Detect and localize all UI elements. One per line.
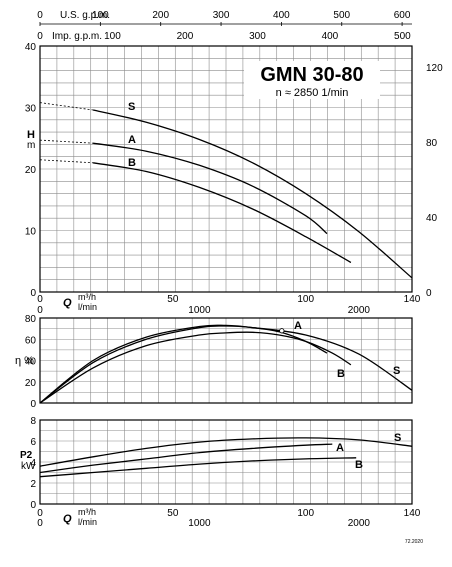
head-ft-tick: 0	[426, 288, 432, 299]
footer-code: 72.2020	[405, 539, 423, 545]
head-lmin-tick: 0	[37, 305, 43, 316]
chart-title: GMN 30-80	[260, 64, 363, 86]
usgpm-tick: 400	[273, 10, 290, 21]
head-ft-tick: 80	[426, 138, 438, 149]
power-curve-b	[39, 457, 357, 478]
m3h-label-head: m³/h	[78, 292, 96, 302]
speed-label: n ≈ 2850 1/min	[276, 87, 349, 99]
head-curve-a	[93, 142, 328, 235]
lmin-label-head: l/min	[78, 302, 97, 312]
power-y-tick: 0	[30, 500, 36, 511]
power-lmin-tick: 1000	[188, 518, 211, 529]
head-curve-s	[92, 109, 413, 279]
usgpm-tick: 200	[152, 10, 169, 21]
efficiency-series-label-a: A	[294, 320, 302, 332]
head-y-tick: 30	[25, 104, 37, 115]
head-x-tick: 0	[37, 294, 43, 305]
head-y-tick: 20	[25, 165, 37, 176]
efficiency-y-tick: 80	[25, 314, 37, 325]
power-lmin-tick: 0	[37, 518, 43, 529]
efficiency-frame	[39, 317, 413, 404]
power-y-tick: 8	[30, 416, 36, 427]
head-curve-s-extrapolation	[39, 102, 94, 111]
usgpm-tick: 600	[394, 10, 411, 21]
power-x-tick: 50	[167, 508, 179, 519]
efficiency-series-label-b: B	[337, 368, 345, 380]
power-x-tick: 140	[404, 508, 421, 519]
power-y-tick: 6	[30, 437, 36, 448]
power-x-tick: 0	[37, 508, 43, 519]
usgpm-label: U.S. g.p.m.	[60, 10, 110, 21]
q-label-power: Q	[63, 513, 72, 525]
impgpm-tick: 200	[177, 31, 194, 42]
head-y-tick: 0	[30, 288, 36, 299]
head-ft-tick: 120	[426, 63, 443, 74]
usgpm-tick: 500	[333, 10, 350, 21]
head-series-label-s: S	[128, 101, 135, 113]
head-series-label-a: A	[128, 134, 136, 146]
efficiency-y-tick: 40	[25, 357, 37, 368]
power-y-tick: 2	[30, 479, 36, 490]
power-series-label-b: B	[355, 459, 363, 471]
impgpm-tick: 300	[249, 31, 266, 42]
head-unit-H: H	[27, 129, 35, 141]
head-x-tick: 140	[404, 294, 421, 305]
power-curve-a	[39, 443, 333, 474]
efficiency-y-tick: 0	[30, 399, 36, 410]
power-y-tick: 4	[30, 458, 36, 469]
head-unit-m: m	[27, 140, 35, 151]
impgpm-label: Imp. g.p.m.	[52, 31, 102, 42]
power-series-label-a: A	[336, 442, 344, 454]
impgpm-tick: 400	[322, 31, 339, 42]
efficiency-y-tick: 60	[25, 335, 37, 346]
m3h-label-power: m³/h	[78, 507, 96, 517]
q-label-head: Q	[63, 297, 72, 309]
head-curve-a-extrapolation	[39, 139, 94, 144]
usgpm-tick: 300	[213, 10, 230, 21]
efficiency-y-tick: 20	[25, 378, 37, 389]
efficiency-curve-b	[39, 331, 352, 404]
head-x-tick: 100	[297, 294, 314, 305]
head-x-tick: 50	[167, 294, 179, 305]
impgpm-tick: 500	[394, 31, 411, 42]
title-box	[244, 61, 380, 99]
eta-unit: η %	[15, 355, 34, 367]
p2-unit: P2	[20, 450, 33, 461]
usgpm-tick: 100	[92, 10, 109, 21]
head-y-tick: 10	[25, 227, 37, 238]
efficiency-series-label-s: S	[393, 365, 400, 377]
head-curve-b	[92, 162, 352, 264]
impgpm-tick: 100	[104, 31, 121, 42]
head-lmin-tick: 2000	[348, 305, 371, 316]
power-series-label-s: S	[394, 432, 401, 444]
head-frame	[39, 45, 413, 293]
head-ft-tick: 40	[426, 213, 438, 224]
usgpm-tick: 0	[37, 10, 43, 21]
lmin-label-power: l/min	[78, 517, 97, 527]
kw-unit: kW	[21, 461, 36, 472]
power-x-tick: 100	[297, 508, 314, 519]
impgpm-tick: 0	[37, 31, 43, 42]
power-curve-s	[39, 437, 413, 467]
efficiency-curve-a	[39, 324, 328, 404]
head-curve-b-extrapolation	[39, 159, 94, 164]
power-lmin-tick: 2000	[348, 518, 371, 529]
head-y-tick: 40	[25, 42, 37, 53]
efficiency-marker	[279, 328, 285, 334]
head-series-label-b: B	[128, 157, 136, 169]
power-frame	[39, 419, 413, 505]
head-lmin-tick: 1000	[188, 305, 211, 316]
